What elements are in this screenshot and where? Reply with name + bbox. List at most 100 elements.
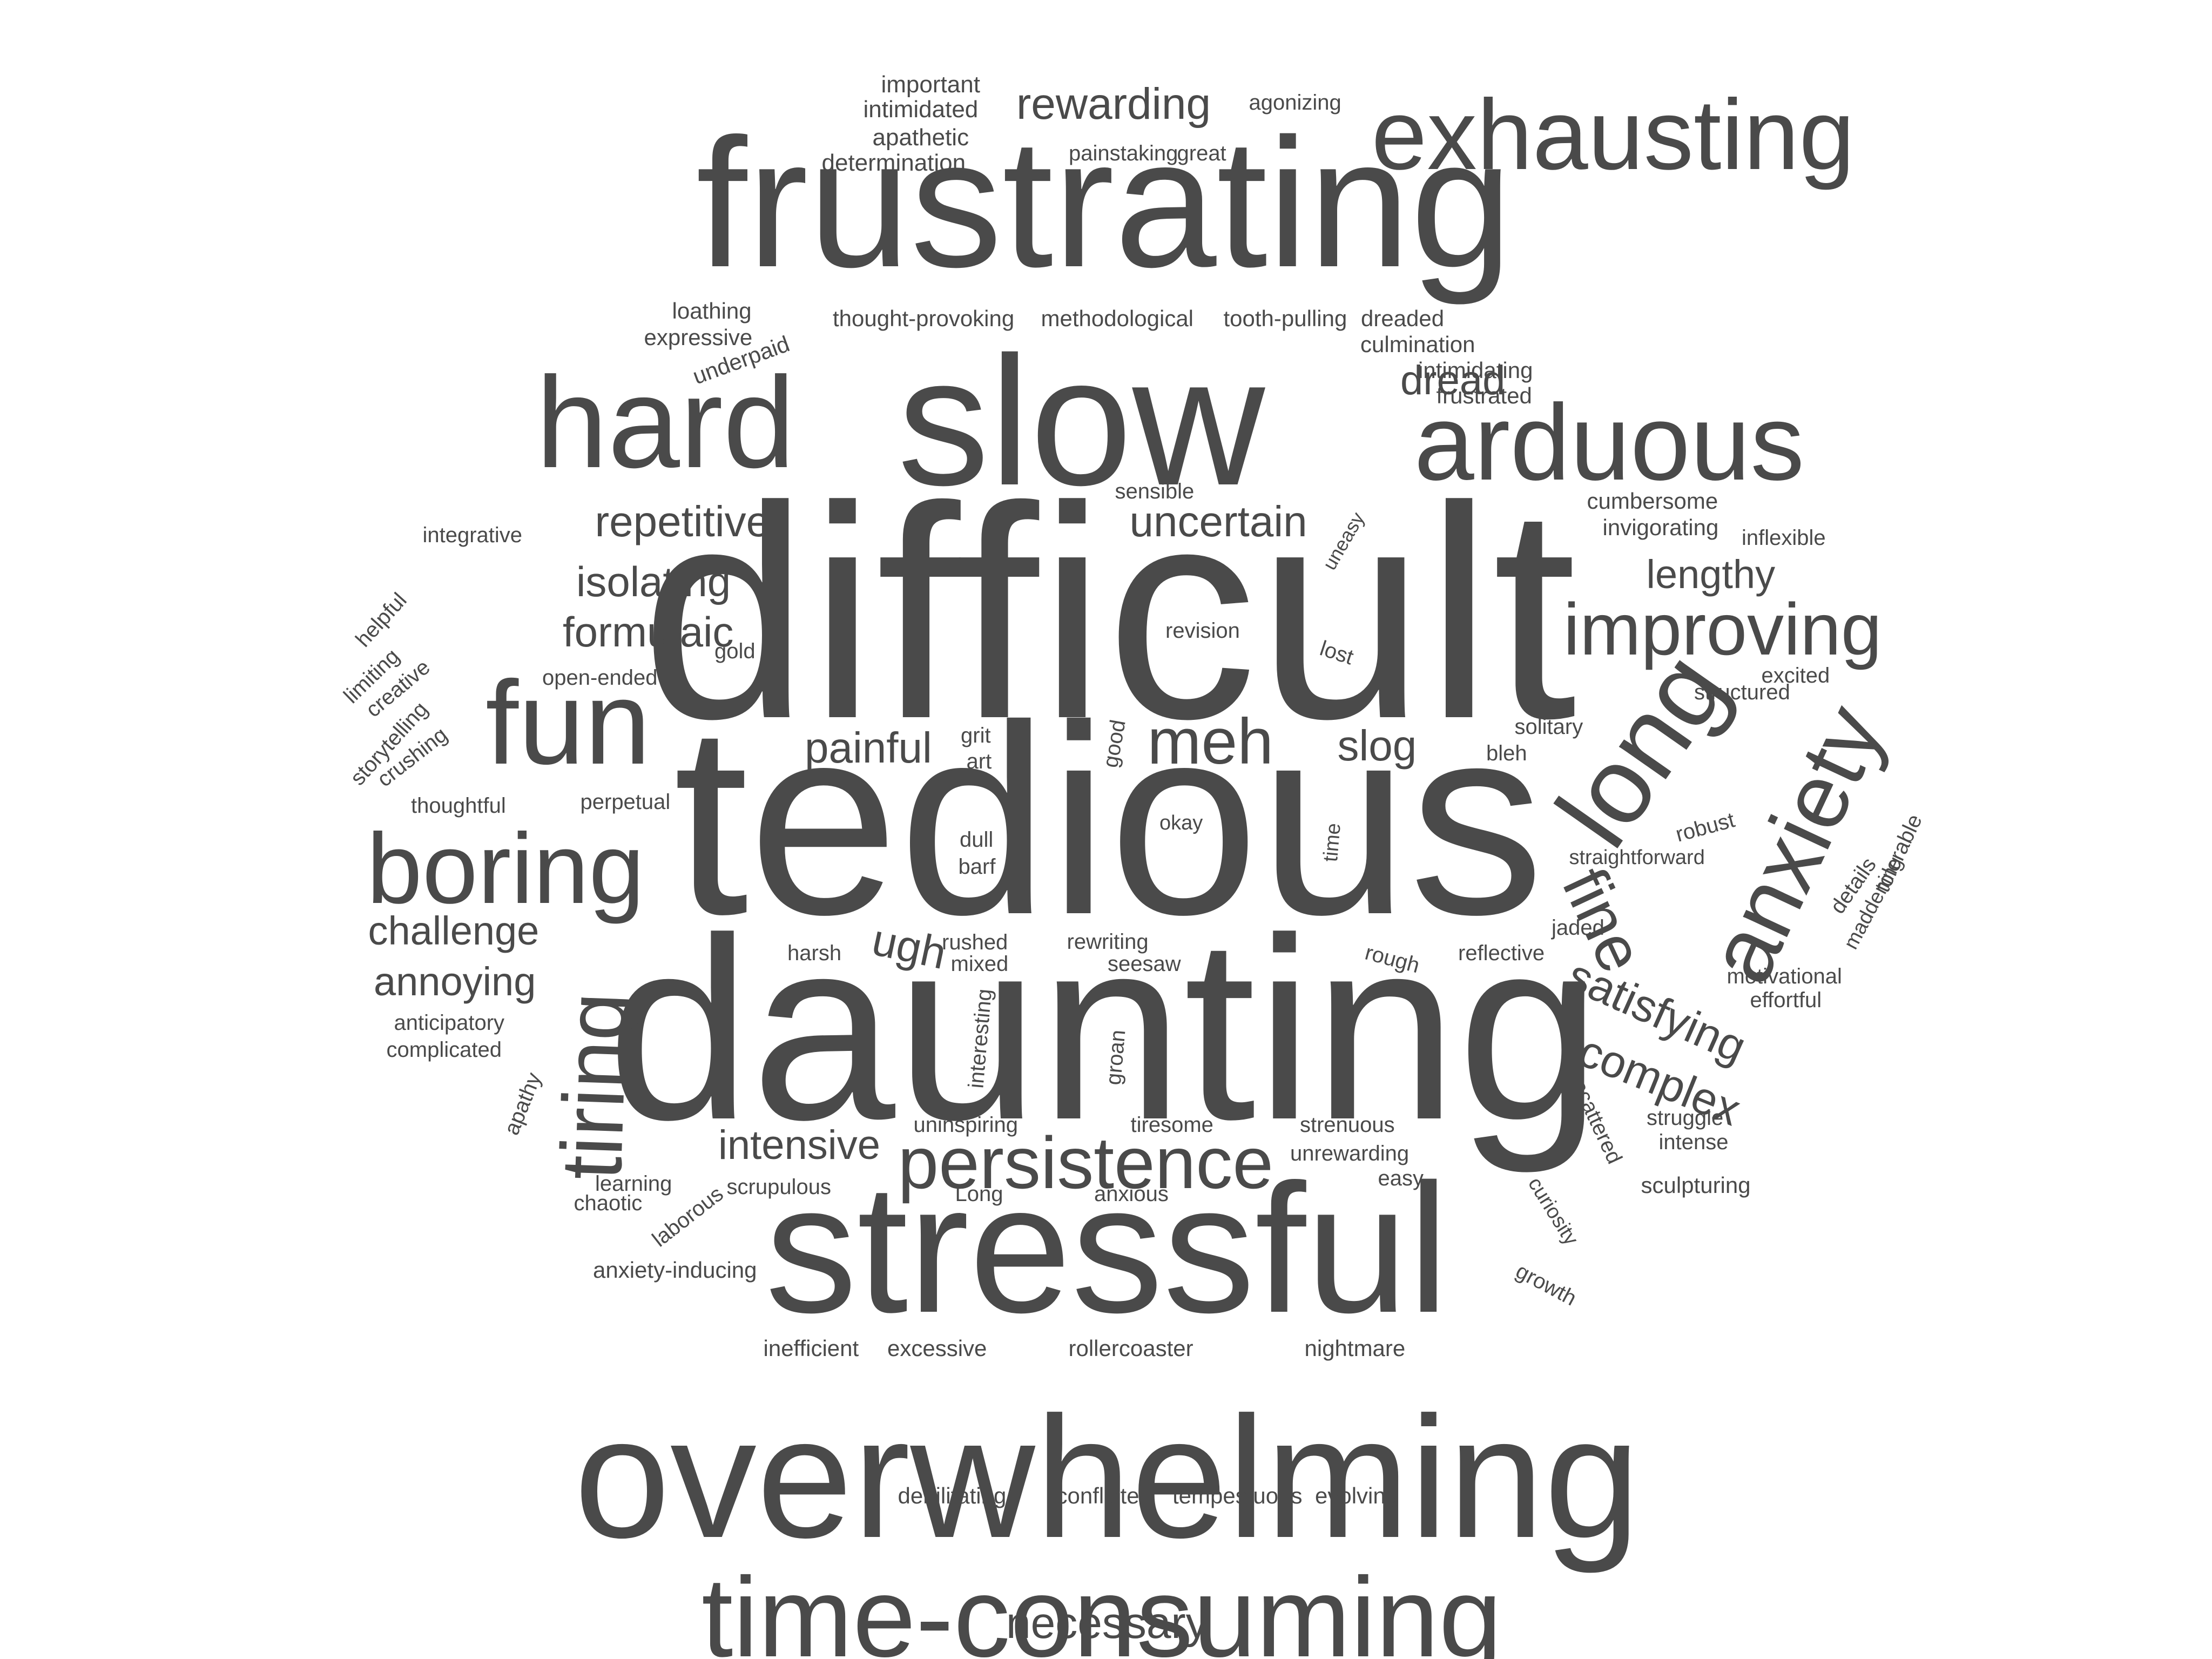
cloud-word: boring [367,813,645,925]
cloud-word: revision [1165,619,1240,643]
cloud-word: anxious [1094,1182,1169,1206]
cloud-word: unrewarding [1290,1142,1410,1165]
cloud-word: time-consuming [702,1554,1502,1659]
cloud-word: sculpturing [1641,1172,1751,1198]
cloud-word: tempestuous [1172,1483,1303,1508]
cloud-word: culmination [1360,332,1475,357]
cloud-word: integrative [422,523,523,547]
cloud-word: harsh [787,941,842,965]
cloud-word: thoughtful [411,794,506,818]
cloud-word: tooth-pulling [1223,306,1347,331]
cloud-word: thought-provoking [833,306,1015,331]
cloud-word: seesaw [1108,952,1181,976]
cloud-word: open-ended [542,666,658,690]
cloud-word: intimidating [1418,358,1533,383]
cloud-word: rewarding [1016,79,1211,129]
cloud-word: debilitating [898,1483,1007,1508]
cloud-word: overwhelming [574,1380,1641,1574]
cloud-word: rewriting [1067,930,1149,954]
cloud-word: helpful [351,588,412,652]
cloud-word: bleh [1486,741,1527,765]
cloud-word: inflexible [1742,526,1826,550]
cloud-word: fun [485,656,651,789]
cloud-word: exhausting [1371,79,1855,191]
cloud-word: determination [821,150,966,176]
cloud-word: curiosity [1523,1173,1582,1250]
cloud-word: difficult [640,443,1577,781]
cloud-word: perpetual [580,790,671,814]
cloud-word: straightforward [1569,846,1705,869]
cloud-word: frustrating [696,100,1513,306]
cloud-word: scrupulous [726,1175,831,1199]
cloud-word: painful [805,724,932,772]
cloud-word: uninspiring [913,1113,1018,1137]
cloud-word: conflicted [1056,1483,1152,1508]
cloud-word: persistence [898,1122,1273,1204]
cloud-word: okay [1159,812,1203,834]
cloud-word: jaded [1552,916,1604,940]
cloud-word: reflective [1458,941,1545,965]
cloud-word: sensible [1115,480,1195,503]
cloud-word: structured [1694,680,1790,704]
cloud-word: intensive [718,1122,880,1168]
cloud-word: inefficient [763,1336,859,1361]
cloud-word: struggle [1647,1106,1724,1130]
cloud-word: chaotic [574,1191,643,1215]
cloud-word: annoying [374,959,536,1004]
cloud-word: apathy [500,1069,546,1138]
cloud-word: strenuous [1300,1113,1395,1137]
cloud-word: slog [1337,721,1417,770]
cloud-word: time [1319,822,1345,863]
cloud-word: challenge [368,908,539,953]
cloud-word: stressful [765,1146,1449,1351]
cloud-word: daunting [607,884,1602,1174]
cloud-word: dreaded [1361,306,1445,331]
cloud-word: solitary [1514,715,1583,739]
cloud-word: repetitive [595,497,771,545]
cloud-word: growth [1512,1259,1581,1311]
cloud-word: motivational [1727,965,1842,988]
cloud-word: complicated [386,1038,502,1062]
cloud-word: hard [536,350,795,495]
cloud-word: intimidated [863,96,979,123]
cloud-word: uncertain [1129,497,1307,545]
cloud-word: intense [1658,1130,1729,1154]
cloud-word: excessive [887,1336,987,1361]
cloud-word: anticipatory [394,1011,505,1035]
cloud-word: groan [1101,1029,1130,1086]
cloud-word: necessary [1006,1599,1208,1648]
cloud-word: learning [595,1172,672,1196]
cloud-word: nightmare [1304,1336,1406,1361]
cloud-word: evolving [1315,1483,1399,1508]
cloud-word: dread [1400,358,1506,403]
cloud-word: anxiety-inducing [593,1257,757,1283]
cloud-word: painstaking [1069,141,1178,165]
cloud-word: frustrated [1436,383,1532,408]
cloud-word: cumbersome [1587,488,1718,514]
cloud-word: important [881,71,980,98]
cloud-word: excited [1761,664,1830,687]
cloud-word: slow [898,319,1265,524]
cloud-word: great [1177,141,1226,165]
cloud-word: invigorating [1602,515,1719,540]
cloud-word: anxiety [1687,690,1904,998]
cloud-word: easy [1378,1166,1424,1190]
cloud-word: grit [961,724,991,747]
cloud-word: apathetic [872,124,969,151]
cloud-word: effortful [1750,988,1822,1012]
cloud-word: isolating [576,558,731,605]
cloud-word: expressive [644,325,753,350]
cloud-word: rushed [942,930,1008,954]
cloud-word: meh [1147,705,1273,778]
cloud-word: formulaic [563,608,734,656]
cloud-word: tedious [673,669,1545,970]
cloud-word: barf [958,855,996,879]
cloud-word: lengthy [1646,552,1776,597]
cloud-word: mixed [950,952,1009,976]
cloud-word: agonizing [1249,91,1341,114]
cloud-word: rollercoaster [1068,1336,1193,1361]
cloud-word: art [966,750,992,773]
cloud-word: arduous [1414,382,1805,503]
cloud-word: methodological [1041,306,1194,331]
